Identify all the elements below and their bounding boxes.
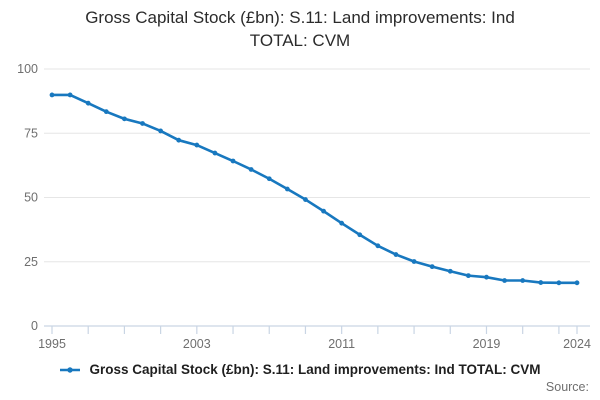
- chart-title: Gross Capital Stock (£bn): S.11: Land im…: [0, 7, 600, 53]
- data-point-1995: [49, 92, 55, 98]
- data-point-2000: [140, 121, 145, 126]
- data-point-2004: [212, 150, 218, 156]
- data-point-2005: [230, 158, 236, 164]
- x-tick-label-2011: 2011: [328, 337, 355, 351]
- y-tick-label-75: 75: [24, 126, 38, 140]
- data-point-2015: [411, 259, 417, 264]
- data-point-2018: [465, 273, 471, 279]
- data-point-2023: [556, 280, 562, 286]
- data-point-2013: [375, 243, 381, 249]
- data-point-1997: [85, 100, 91, 106]
- data-point-2012: [357, 232, 363, 238]
- data-point-2016: [429, 264, 435, 270]
- x-tick-label-2003: 2003: [183, 337, 211, 351]
- data-point-2019: [484, 274, 489, 280]
- data-point-2022: [538, 280, 544, 285]
- x-tick-label-1995: 1995: [38, 337, 66, 351]
- data-point-2002: [176, 137, 182, 143]
- chart-title-line1: Gross Capital Stock (£bn): S.11: Land im…: [85, 8, 515, 27]
- data-point-2010: [321, 208, 326, 214]
- data-point-2003: [194, 142, 200, 148]
- y-tick-label-100: 100: [17, 62, 38, 76]
- data-point-2011: [339, 220, 345, 226]
- source-label: Source:: [545, 380, 589, 394]
- y-tick-label-25: 25: [24, 255, 38, 269]
- data-point-2009: [303, 197, 308, 202]
- data-point-1998: [103, 109, 109, 115]
- data-point-2007: [266, 176, 272, 182]
- x-tick-label-2019: 2019: [473, 337, 501, 351]
- y-tick-label-0: 0: [31, 319, 38, 333]
- data-point-1999: [122, 116, 127, 122]
- data-point-2017: [447, 268, 453, 274]
- data-point-2021: [520, 278, 526, 283]
- data-point-2008: [284, 186, 290, 192]
- legend-label: Gross Capital Stock (£bn): S.11: Land im…: [89, 362, 541, 377]
- data-point-2024: [574, 280, 580, 286]
- chart-title-line2: TOTAL: CVM: [249, 30, 351, 50]
- data-point-2014: [393, 252, 399, 257]
- series-line: [50, 93, 579, 285]
- data-point-2001: [158, 128, 164, 134]
- data-point-2020: [502, 278, 507, 283]
- data-point-2006: [248, 167, 254, 172]
- legend-item[interactable]: Gross Capital Stock (£bn): S.11: Land im…: [0, 362, 600, 377]
- data-point-1996: [67, 92, 73, 98]
- x-tick-label-2024: 2024: [563, 337, 591, 351]
- series-line-marker-icon: [60, 366, 81, 373]
- y-tick-label-50: 50: [24, 191, 38, 205]
